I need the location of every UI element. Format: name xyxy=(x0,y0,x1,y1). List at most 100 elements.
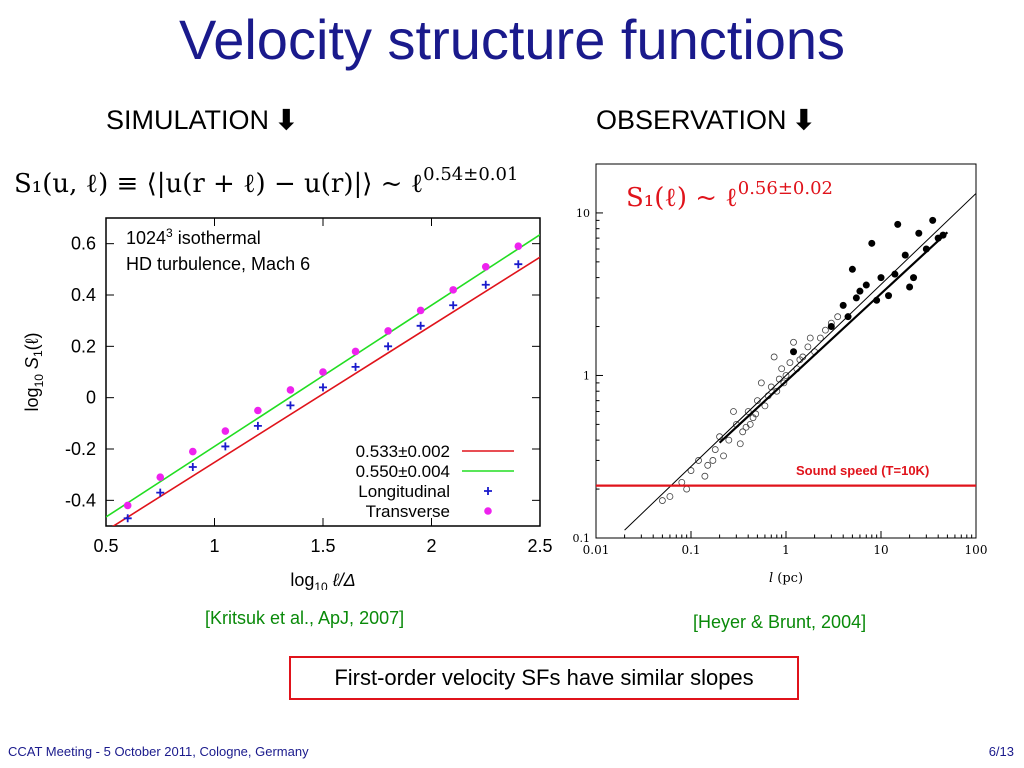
open-point xyxy=(742,423,750,431)
open-point xyxy=(822,326,829,334)
observation-heading: OBSERVATION ⬇ xyxy=(596,100,815,140)
open-point xyxy=(806,334,814,342)
down-arrow-icon: ⬇ xyxy=(275,105,298,135)
longitudinal-point xyxy=(384,342,393,351)
x-tick-label: 10 xyxy=(873,543,888,557)
y-axis-label: log10 S1(ℓ) xyxy=(22,333,46,412)
open-point xyxy=(704,461,712,469)
fit-line-thin xyxy=(624,193,976,531)
y-tick-label: 0.1 xyxy=(573,532,591,545)
y-tick-label: 0 xyxy=(86,388,96,408)
filled-point xyxy=(929,216,937,224)
longitudinal-point xyxy=(156,488,165,497)
transverse-point xyxy=(514,242,523,251)
transverse-point xyxy=(189,447,197,456)
y-tick-label: 0.2 xyxy=(71,336,96,356)
filled-point xyxy=(848,265,856,273)
filled-point xyxy=(901,251,909,259)
open-point xyxy=(744,408,752,415)
legend-label: Transverse xyxy=(366,502,450,521)
open-point xyxy=(757,379,765,387)
observation-heading-label: OBSERVATION xyxy=(596,105,787,135)
open-point xyxy=(720,452,727,460)
observation-marks xyxy=(596,193,976,531)
transverse-point xyxy=(384,327,392,335)
open-point xyxy=(687,467,695,474)
legend-label: Longitudinal xyxy=(358,482,450,501)
open-point xyxy=(816,334,824,342)
open-point xyxy=(804,343,812,351)
y-tick-label: 0.6 xyxy=(71,234,96,254)
open-point xyxy=(739,428,747,436)
transverse-point xyxy=(449,286,458,294)
open-point xyxy=(761,402,769,410)
simulation-formula-exponent: 0.54±0.01 xyxy=(423,164,519,185)
x-tick-label: 1 xyxy=(209,536,219,556)
open-point xyxy=(736,440,744,448)
footer-page-number: 6/13 xyxy=(988,744,1014,759)
simulation-heading: SIMULATION ⬇ xyxy=(106,100,298,140)
filled-point xyxy=(915,229,923,237)
legend-swatch xyxy=(484,507,492,515)
fit-line-2 xyxy=(106,234,540,518)
observation-formula: S₁(ℓ) ~ ℓ0.56±0.02 xyxy=(626,178,833,213)
open-point xyxy=(770,353,778,361)
open-point xyxy=(834,313,842,321)
x-tick-label: 2 xyxy=(426,536,436,556)
simulation-citation: [Kritsuk et al., ApJ, 2007] xyxy=(205,608,405,628)
transverse-point xyxy=(319,368,327,376)
open-point xyxy=(701,472,709,480)
x-tick-label: 0.5 xyxy=(93,536,118,556)
open-point xyxy=(790,338,797,346)
open-point xyxy=(786,359,794,366)
filled-point xyxy=(906,283,914,291)
transverse-point xyxy=(254,406,262,415)
simulation-heading-label: SIMULATION xyxy=(106,105,270,135)
simulation-formula: S₁(u, ℓ) ≡ ⟨|u(r + ℓ) − u(r)|⟩ ~ ℓ0.54±0… xyxy=(14,164,518,199)
conclusion-box: First-order velocity SFs have similar sl… xyxy=(289,656,799,700)
open-point xyxy=(678,478,686,486)
simulation-formula-main: S₁(u, ℓ) ≡ ⟨|u(r + ℓ) − u(r)|⟩ ~ ℓ xyxy=(14,169,424,199)
longitudinal-point xyxy=(449,301,458,310)
transverse-point xyxy=(286,386,295,394)
x-tick-label: 2.5 xyxy=(527,536,552,556)
open-point xyxy=(695,457,702,464)
down-arrow-icon: ⬇ xyxy=(792,105,816,135)
longitudinal-point xyxy=(351,362,360,371)
longitudinal-point xyxy=(481,280,490,289)
simulation-annotation-line1: 10243 isothermal xyxy=(126,226,261,248)
longitudinal-point xyxy=(286,401,295,410)
x-tick-label: 1.5 xyxy=(310,536,335,556)
open-point xyxy=(752,410,760,418)
x-tick-label: 0.01 xyxy=(583,543,610,557)
open-point xyxy=(659,497,666,504)
longitudinal-point xyxy=(319,383,327,392)
legend-swatch xyxy=(484,487,492,495)
transverse-point xyxy=(351,347,360,356)
conclusion-text: First-order velocity SFs have similar sl… xyxy=(334,665,754,690)
open-point xyxy=(730,408,737,415)
footer-left: CCAT Meeting - 5 October 2011, Cologne, … xyxy=(8,744,309,759)
legend-label: 0.550±0.004 xyxy=(356,462,450,481)
fit-line-thick xyxy=(718,231,949,444)
x-tick-label: 100 xyxy=(965,543,988,557)
filled-point xyxy=(877,274,885,282)
y-tick-label: 10 xyxy=(576,207,590,220)
y-tick-label: 1 xyxy=(583,369,590,382)
open-point xyxy=(778,365,786,373)
simulation-marks xyxy=(106,234,540,526)
y-tick-label: 0.4 xyxy=(71,285,96,305)
open-point xyxy=(683,485,691,493)
transverse-point xyxy=(123,501,132,510)
x-tick-label: 0.1 xyxy=(681,543,700,557)
open-point xyxy=(725,436,733,444)
filled-point xyxy=(885,292,893,300)
plot-frame xyxy=(595,163,977,539)
transverse-point xyxy=(481,262,490,271)
filled-point xyxy=(839,301,847,309)
filled-point xyxy=(790,348,798,356)
filled-point xyxy=(856,287,864,295)
open-point xyxy=(711,446,719,453)
open-point xyxy=(746,420,754,428)
legend-label: 0.533±0.002 xyxy=(356,442,450,461)
